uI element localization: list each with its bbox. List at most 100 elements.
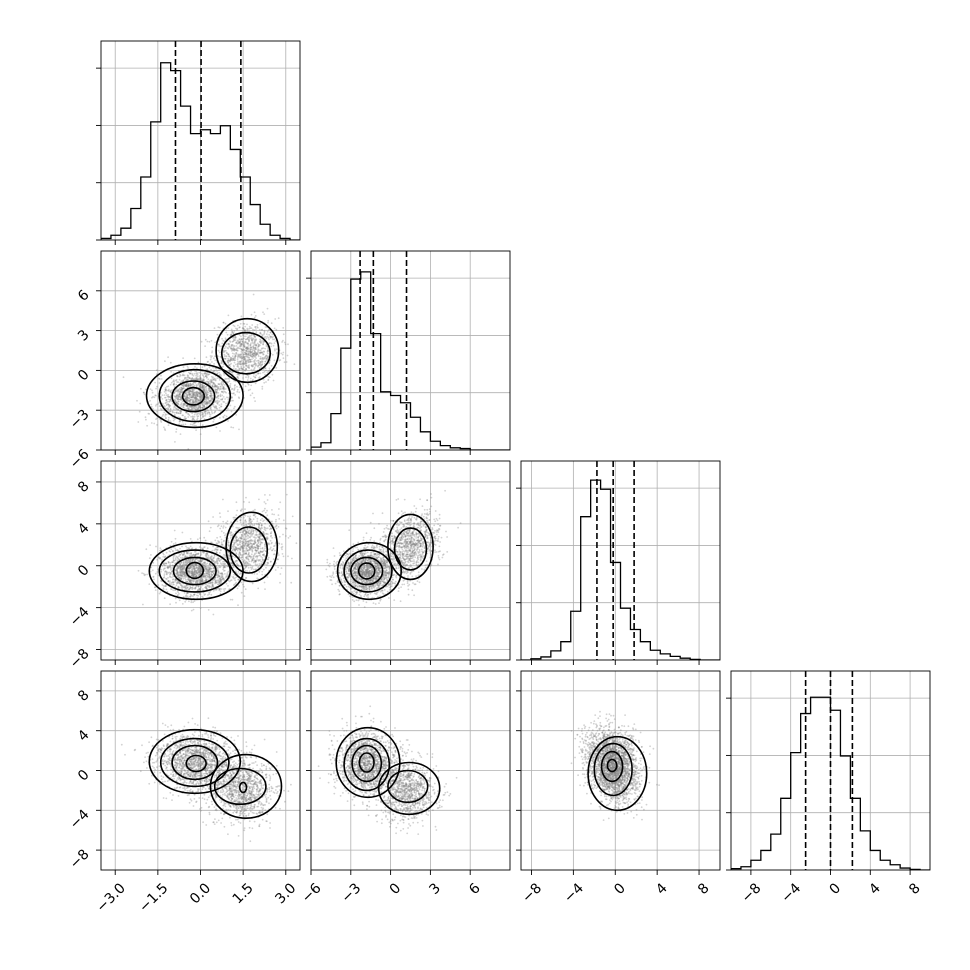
scatter-point xyxy=(183,575,186,577)
scatter-point xyxy=(287,537,290,539)
scatter-point xyxy=(156,424,158,426)
scatter-point xyxy=(220,403,223,405)
scatter-point xyxy=(252,293,255,296)
scatter-point xyxy=(201,395,204,398)
scatter-point xyxy=(228,346,231,348)
scatter-point xyxy=(200,379,203,381)
scatter-point xyxy=(205,587,207,590)
scatter-point xyxy=(246,540,249,543)
scatter-point xyxy=(182,577,185,580)
scatter-point xyxy=(245,532,247,535)
scatter-point xyxy=(185,384,188,387)
scatter-point xyxy=(200,394,203,397)
scatter-point xyxy=(198,569,201,571)
scatter-point xyxy=(203,400,206,403)
scatter-point xyxy=(222,386,225,389)
scatter-point xyxy=(258,349,261,352)
scatter-point xyxy=(201,366,204,369)
scatter-point xyxy=(209,557,212,560)
scatter-point xyxy=(178,586,180,589)
scatter-point xyxy=(165,571,168,573)
scatter-point xyxy=(257,372,260,375)
scatter-point xyxy=(189,423,192,426)
scatter-point xyxy=(173,414,176,416)
scatter-point xyxy=(253,524,256,527)
scatter-point xyxy=(249,557,252,559)
scatter-point xyxy=(239,355,242,358)
scatter-point xyxy=(242,561,245,564)
scatter-point xyxy=(208,411,211,414)
scatter-point xyxy=(192,393,195,396)
scatter-point xyxy=(181,572,183,574)
scatter-point xyxy=(154,405,157,407)
scatter-point xyxy=(180,397,183,400)
scatter-point xyxy=(278,535,281,538)
scatter-point xyxy=(169,567,172,570)
scatter-point xyxy=(222,321,225,324)
scatter-point xyxy=(253,514,255,517)
scatter-point xyxy=(244,553,246,555)
scatter-point xyxy=(223,566,226,569)
scatter-point xyxy=(184,415,186,418)
scatter-point xyxy=(169,408,172,410)
scatter-point xyxy=(273,545,275,548)
scatter-point xyxy=(243,349,246,352)
scatter-point xyxy=(201,563,204,566)
scatter-point xyxy=(214,578,216,580)
scatter-point xyxy=(200,392,203,394)
scatter-point xyxy=(241,348,243,351)
scatter-point xyxy=(251,353,254,356)
scatter-point xyxy=(237,366,240,368)
scatter-point xyxy=(192,574,195,577)
scatter-point xyxy=(192,400,194,403)
scatter-point xyxy=(191,408,194,411)
scatter-point xyxy=(203,384,206,387)
scatter-point xyxy=(170,370,173,373)
scatter-point xyxy=(246,527,249,530)
scatter-point xyxy=(177,408,180,411)
scatter-point xyxy=(202,378,205,381)
scatter-point xyxy=(233,330,236,332)
scatter-point xyxy=(261,547,264,550)
scatter-point xyxy=(229,360,232,363)
scatter-point xyxy=(233,548,236,551)
scatter-point xyxy=(209,581,212,584)
scatter-point xyxy=(222,388,225,390)
scatter-point xyxy=(231,330,234,333)
scatter-point xyxy=(207,570,210,572)
scatter-point xyxy=(189,595,191,598)
scatter-point xyxy=(228,364,231,366)
scatter-point xyxy=(207,396,210,399)
scatter-point xyxy=(235,348,238,351)
scatter-point xyxy=(237,340,240,343)
scatter-point xyxy=(224,556,227,559)
scatter-point xyxy=(201,411,204,414)
scatter-point xyxy=(206,409,209,411)
scatter-point xyxy=(214,341,217,344)
scatter-point xyxy=(254,355,257,357)
scatter-point xyxy=(198,408,201,411)
scatter-point xyxy=(181,565,183,568)
scatter-point xyxy=(231,562,234,565)
scatter-point xyxy=(197,377,200,380)
scatter-point xyxy=(186,562,189,564)
scatter-point xyxy=(244,362,247,364)
scatter-point xyxy=(259,344,261,347)
scatter-point xyxy=(208,400,211,402)
scatter-point xyxy=(239,354,242,357)
scatter-point xyxy=(244,338,247,341)
scatter-point xyxy=(198,390,201,393)
scatter-point xyxy=(260,524,263,527)
scatter-point xyxy=(248,325,251,328)
scatter-point xyxy=(200,579,203,581)
scatter-point xyxy=(248,517,251,519)
scatter-point xyxy=(181,387,184,390)
scatter-point xyxy=(185,404,188,407)
scatter-point xyxy=(188,401,191,403)
scatter-point xyxy=(217,570,219,572)
scatter-point xyxy=(177,400,180,403)
scatter-point xyxy=(236,543,239,545)
scatter-point xyxy=(223,563,226,566)
scatter-point xyxy=(247,347,249,350)
scatter-point xyxy=(250,556,253,558)
